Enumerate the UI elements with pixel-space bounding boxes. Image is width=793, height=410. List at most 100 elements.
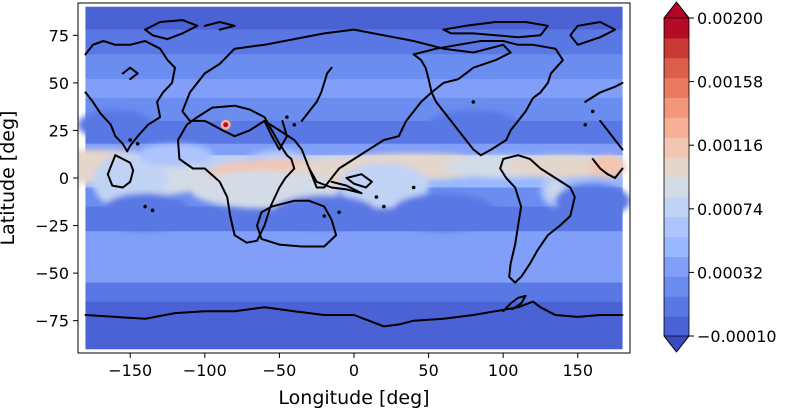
dry-blob [391,193,496,232]
x-axis-label: Longitude [deg] [278,387,429,409]
colorbar-extend-min [663,335,690,353]
x-tick-label: −150 [108,361,152,380]
colorbar-tick-label: 0.00032 [697,263,763,282]
peak-spot [223,122,229,128]
x-tick-label: −100 [183,361,227,380]
colorbar-level [664,97,689,118]
coastline-segment [599,119,624,151]
colorbar-level [664,276,689,297]
colorbar-level [664,77,689,98]
x-tick-label: 150 [563,361,594,380]
island-dot [150,208,155,213]
y-tick-label: 50 [49,74,69,93]
y-tick-label: −50 [35,264,69,283]
y-tick-label: 0 [59,169,69,188]
island-dot [471,100,476,104]
x-tick-label: 50 [418,361,438,380]
dry-blob [78,109,153,140]
coastline-segment [106,154,135,189]
island-dot [411,185,416,190]
island-dot [143,204,147,209]
coastline-segment [345,173,373,189]
colorbar-extend-max [663,1,690,19]
latitude-band [85,6,623,30]
coastline-segment [584,81,624,103]
latitude-band [85,98,623,121]
coastline-segment [499,154,576,284]
colorbar-level [664,157,689,178]
colorbar-level [664,316,689,337]
coastline-segment [256,199,338,248]
y-tick-label: −25 [35,217,69,236]
colorbar-tick-label: −0.00010 [697,327,777,346]
island-dot [337,210,341,215]
latitude-band [85,120,623,144]
y-axis-label: Latitude [deg] [0,111,19,246]
colorbar-tick-label: 0.00116 [697,136,763,155]
colorbar-level [664,37,689,59]
island-dot [292,122,297,127]
x-tick-label: 100 [488,361,519,380]
latitude-band [85,231,623,258]
colorbar-level [664,137,689,158]
field-blob [550,184,561,196]
coastline-segment [144,19,199,41]
island-dot [583,122,588,127]
coastline-segment [591,158,624,179]
colorbar-level [664,196,689,218]
latitude-band [85,79,623,99]
island-dot [322,214,326,218]
colorbar-level [664,296,689,317]
y-tick-label: 75 [49,26,69,45]
coastline-segment [84,300,624,328]
latitude-band [85,143,623,156]
coastline-segment [412,40,564,157]
coastline-segment [300,66,333,122]
colorbar-level [664,18,689,39]
colorbar-level [664,256,689,277]
y-tick-label: 25 [49,121,69,140]
latitude-band [85,257,623,283]
latitude-band [85,282,623,302]
island-dot [285,115,289,119]
colorbar-tick-label: 0.00200 [697,9,763,28]
latitude-band [85,314,623,350]
colorbar-level [664,177,689,198]
colorbar-level [664,236,689,257]
dry-blob [100,193,190,232]
dry-blob [555,183,630,218]
itcz-blob [589,155,626,178]
coastline-segment [308,167,363,195]
coastline-segment [442,21,549,39]
colorbar-tick-label: 0.00074 [697,200,763,219]
coastline-segment [569,21,617,46]
colorbar-level [664,117,689,138]
coastline-segment [84,40,176,153]
coastline-segment [502,294,527,313]
contour-field [78,6,630,350]
itcz-blob [137,143,213,167]
y-axis: 75 50 25 0 −25 −50 −75 [35,26,78,331]
colorbar-tick-label: 0.00158 [697,73,763,92]
x-axis: −150 −100 −50 0 50 100 150 [108,353,593,380]
dry-blob [428,109,519,140]
x-tick-label: −50 [263,361,297,380]
colorbar-level [664,57,689,79]
colorbar-level [664,216,689,238]
latitude-band [85,29,623,55]
field-blobs [78,109,630,232]
x-tick-label: 0 [349,361,359,380]
coastline-segment [203,21,236,31]
island-dot [135,141,140,146]
y-tick-label: −75 [35,312,69,331]
island-dot [374,195,379,199]
dry-blob [271,195,377,230]
island-dot [590,109,595,114]
island-dot [128,138,133,142]
colorbar: −0.00010 0.00032 0.00074 0.00116 0.00158 0.00… [663,1,777,353]
island-dot [382,204,386,209]
coastline-segment [121,66,139,81]
coastline-segment [263,119,288,151]
coastline-segment [177,104,296,244]
